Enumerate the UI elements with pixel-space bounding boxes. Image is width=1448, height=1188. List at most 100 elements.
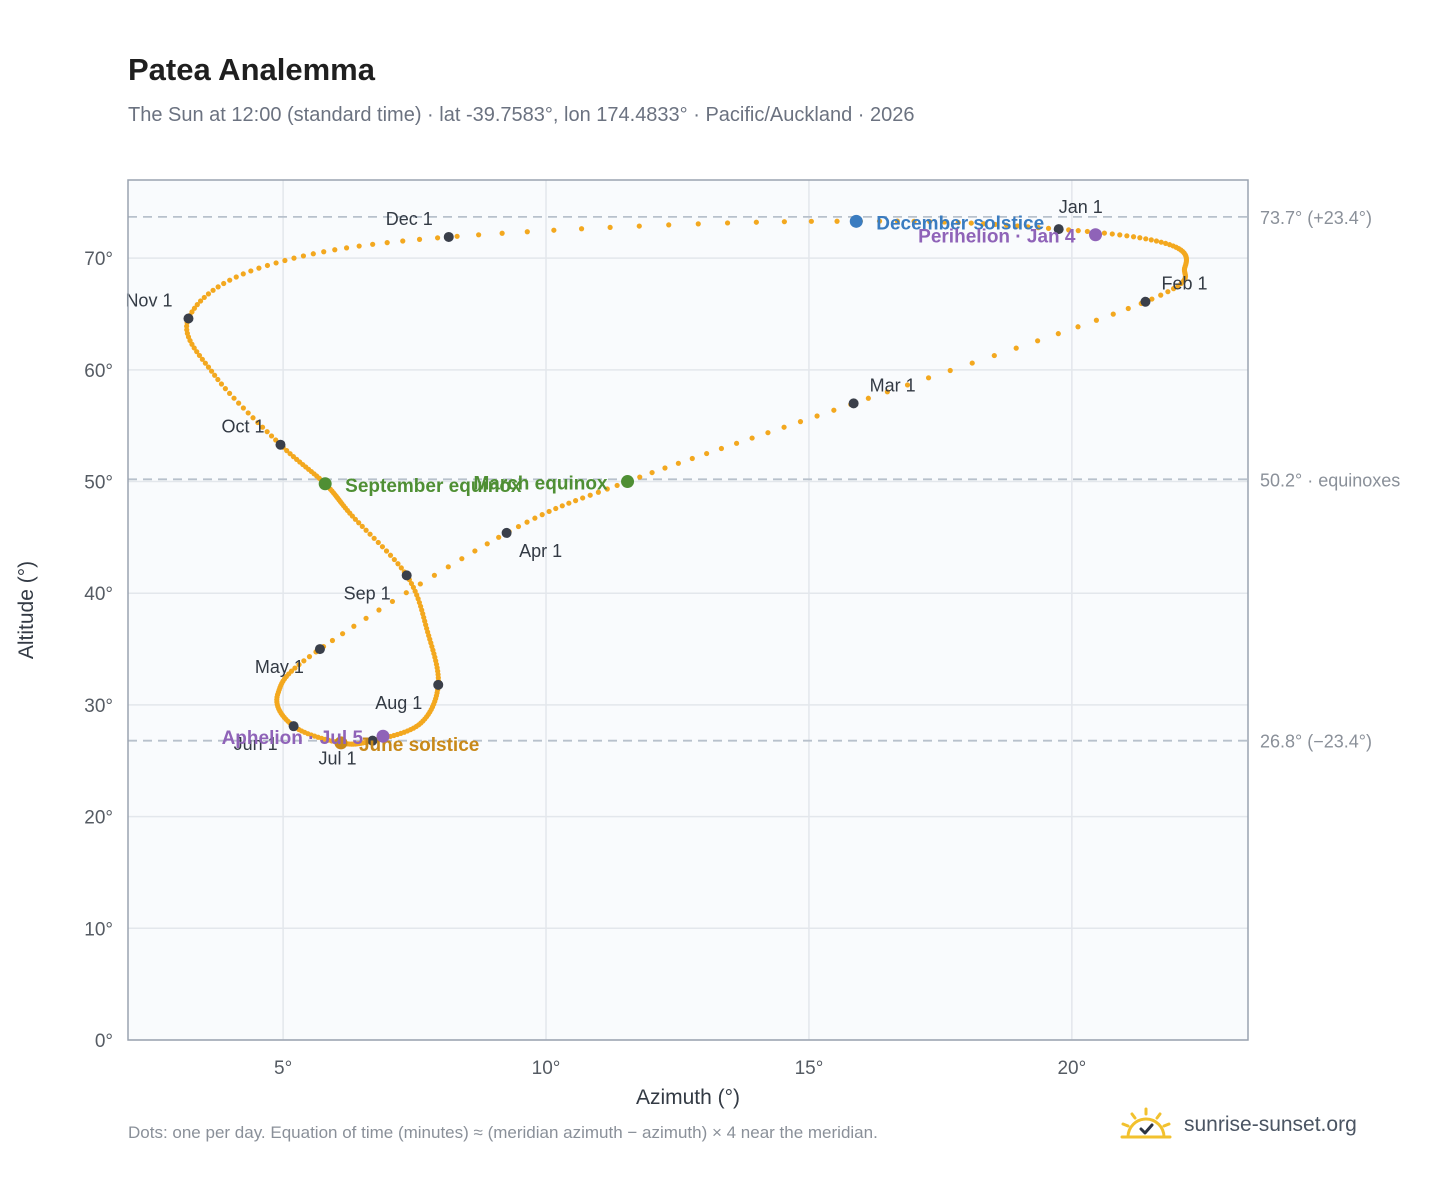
day-dot — [215, 376, 221, 383]
day-dot — [292, 665, 298, 671]
day-dot — [264, 429, 270, 435]
day-dot — [894, 218, 900, 224]
day-dot — [1055, 331, 1061, 337]
reference-label: 26.8° (−23.4°) — [1260, 732, 1372, 752]
day-dot — [205, 291, 212, 297]
day-dot — [282, 257, 288, 264]
grid-layer — [128, 180, 1248, 1041]
day-dot — [340, 631, 346, 637]
day-dot — [532, 515, 538, 521]
day-dot — [194, 349, 200, 355]
day-dot — [301, 658, 307, 664]
day-dot — [197, 298, 204, 304]
month-markers: Jan 1 Feb 1 Mar 1 Apr 1 May 1 Jun 1 Jul 1 Aug 1… — [125, 197, 1207, 769]
x-tick-label: 5° — [274, 1058, 292, 1079]
day-dot — [1035, 225, 1041, 231]
day-dot — [733, 440, 740, 446]
day-dot — [400, 238, 406, 244]
day-dot — [1125, 305, 1131, 312]
event-label: June solstice — [359, 735, 479, 756]
day-dot — [636, 223, 642, 229]
day-dot — [969, 360, 975, 366]
month-label: Sep 1 — [344, 583, 391, 603]
december_solstice-marker — [849, 214, 863, 228]
day-dot — [321, 249, 327, 255]
day-dot — [578, 226, 585, 232]
day-dot — [992, 221, 998, 228]
axes: 5° 10° 15° 20° 0° 10° 20° 30° 40° 50° 60° 70° — [84, 249, 1086, 1079]
month-marker — [275, 439, 286, 450]
month-marker — [401, 570, 412, 581]
day-dot — [524, 229, 530, 235]
day-dot — [1003, 222, 1010, 228]
month-label: Mar 1 — [870, 375, 916, 395]
day-dot — [240, 405, 246, 411]
month-label: Jan 1 — [1059, 197, 1103, 217]
june_solstice-marker — [334, 736, 348, 750]
day-dot — [236, 400, 242, 406]
day-dot — [675, 460, 681, 466]
day-dot — [1101, 230, 1107, 236]
day-dot — [1045, 225, 1052, 231]
equinox-marker — [621, 475, 635, 489]
day-dot — [724, 220, 731, 226]
month-marker — [501, 527, 512, 538]
day-dot — [383, 548, 390, 554]
day-dot — [808, 218, 814, 224]
day-dot — [310, 251, 316, 257]
day-dot — [212, 372, 218, 378]
day-dot — [1153, 238, 1160, 244]
day-dot — [947, 367, 953, 374]
reference-lines: 73.7° (+23.4°) 50.2° · equinoxes 26.8° (−2… — [128, 208, 1400, 752]
day-dot — [566, 500, 572, 506]
day-dot — [351, 623, 357, 629]
day-dot — [991, 352, 997, 359]
day-dot — [1149, 296, 1155, 302]
day-dot — [1158, 292, 1164, 298]
day-dot — [1163, 240, 1169, 247]
day-dot — [370, 241, 376, 247]
day-dot — [389, 598, 396, 605]
month-marker — [848, 398, 859, 409]
day-dot — [434, 235, 441, 241]
day-dot — [1066, 227, 1072, 233]
y-tick-label: 50° — [84, 473, 113, 494]
day-dot — [300, 253, 307, 259]
day-dot — [927, 219, 933, 225]
y-tick-label: 0° — [95, 1031, 113, 1052]
day-dot — [356, 243, 362, 249]
day-dot — [343, 245, 350, 251]
day-dot — [398, 565, 404, 571]
day-dot — [666, 222, 672, 228]
day-dot — [417, 581, 423, 587]
day-dot — [359, 523, 365, 530]
month-marker — [288, 721, 299, 732]
day-dot — [1165, 289, 1171, 295]
day-dot — [255, 419, 261, 426]
brand[interactable]: sunrise-sunset.org — [1118, 1100, 1357, 1150]
y-tick-label: 70° — [84, 249, 113, 270]
day-dot — [472, 548, 478, 554]
day-dot — [572, 498, 579, 504]
month-label: Feb 1 — [1161, 274, 1207, 294]
day-dot — [226, 390, 233, 396]
day-dot — [379, 544, 386, 550]
day-dot — [753, 219, 759, 225]
plot-area — [128, 180, 1248, 1040]
day-dot — [259, 424, 266, 430]
day-dot — [205, 364, 212, 370]
day-dot — [240, 271, 246, 277]
month-label: May 1 — [255, 657, 304, 677]
day-dot — [559, 503, 565, 509]
day-dot — [273, 260, 279, 266]
day-dot — [191, 305, 198, 311]
day-dot — [431, 572, 437, 578]
day-dot — [765, 430, 771, 436]
day-dot — [524, 519, 530, 525]
day-dot — [287, 451, 293, 457]
day-dot — [941, 219, 948, 225]
day-dot — [199, 356, 205, 362]
day-dot — [546, 508, 552, 515]
day-dot — [384, 240, 390, 246]
